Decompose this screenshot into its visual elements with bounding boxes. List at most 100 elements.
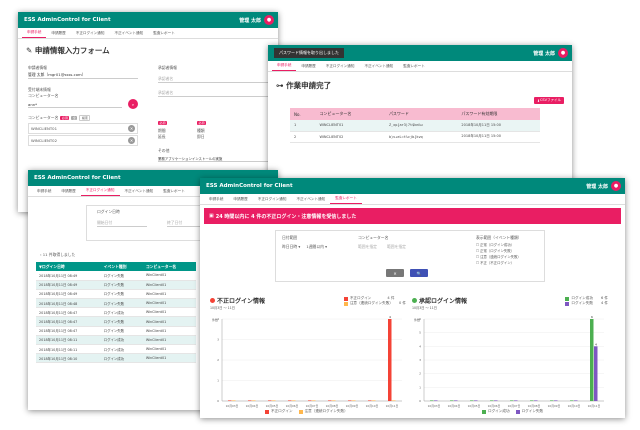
bar <box>372 400 376 401</box>
table-row[interactable]: 2018年10月11日 08:10 ログイン成功 WinClient01 <box>36 353 196 364</box>
period-value[interactable]: 延長 <box>158 134 166 139</box>
pc-from-input[interactable]: 範囲を指定 <box>358 244 377 249</box>
bar <box>554 400 558 401</box>
table-row[interactable]: 2018年10月11日 08:47 ログイン失敗 WinClient01 <box>36 326 196 336</box>
login-table: ▼ログイン日時 イベント種別 コンピューター名 2018年10月11日 08:4… <box>36 262 196 364</box>
table-row[interactable]: 2018年10月11日 08:11 ログイン成功 WinClient01 <box>36 335 196 346</box>
table-row[interactable]: 2018年10月11日 08:48 ログイン失敗 WinClient01 <box>36 298 196 309</box>
table-row[interactable]: 2018年10月11日 08:47 ログイン失敗 WinClient01 <box>36 316 196 327</box>
checkbox-icon[interactable]: ☐ <box>476 255 481 259</box>
kind-value[interactable]: 即日 <box>197 134 205 139</box>
x-tick-label: 10月04日 <box>246 404 259 408</box>
cell: WinClient01 <box>142 280 196 290</box>
cell: WinClient01 <box>142 271 196 281</box>
to-date-input[interactable]: 終了日付 <box>167 219 217 227</box>
bar <box>454 400 458 401</box>
tab-audit[interactable]: 監査レポート <box>403 64 425 68</box>
bar <box>232 400 236 401</box>
remove-icon[interactable]: ✕ <box>128 137 135 144</box>
tab-illegal-event[interactable]: 不正イベント通知 <box>124 189 154 193</box>
tab-illegal-event[interactable]: 不正イベント通知 <box>364 64 394 68</box>
tab-audit[interactable]: 監査レポート <box>153 31 175 35</box>
checkbox-icon[interactable]: ☐ <box>476 261 481 265</box>
clear-button[interactable]: ✕ <box>386 269 404 277</box>
table-row[interactable]: 2018年10月11日 08:11 ログイン成功 WinClient01 <box>36 344 196 355</box>
event-checkbox[interactable]: ☐ 正常（ログイン失敗） <box>476 248 522 253</box>
tab-illegal-login[interactable]: 不正ログイン通知 <box>325 64 355 68</box>
result-count: ‹ 11 件取得しました <box>40 252 76 257</box>
bar <box>368 400 372 401</box>
date-preset-select[interactable]: 昨日日時 ▾ <box>282 244 301 249</box>
required-badge: 必須 <box>197 121 207 125</box>
cell: b)v+eL=t%cjb{kvq <box>384 131 458 143</box>
user-menu[interactable]: 管理 太郎 ● <box>586 181 621 191</box>
tab-illegal-login[interactable]: 不正ログイン通知 <box>257 197 287 201</box>
tab-history[interactable]: 申請履歴 <box>51 31 66 35</box>
y-tick-label: 4 <box>419 344 421 348</box>
password-table: No. コンピューター名 パスワード パスワード有効期限 1 WINCLIENT0… <box>290 108 540 143</box>
avatar-icon[interactable]: ● <box>558 48 568 58</box>
table-row[interactable]: 2018年10月11日 08:49 ログイン失敗 WinClient01 <box>36 280 196 290</box>
col-header[interactable]: コンピューター名 <box>142 262 196 271</box>
tab-illegal-event[interactable]: 不正イベント通知 <box>296 197 326 201</box>
csv-download-button[interactable]: ⬇ CSVファイル <box>534 97 564 104</box>
event-checkbox[interactable]: ☐ 正常（ログイン成功） <box>476 242 522 247</box>
date-range-select[interactable]: 1週間以内 ▾ <box>306 244 328 249</box>
from-date-input[interactable]: 開始日付 <box>97 219 147 227</box>
approver-input[interactable]: 承認者名 <box>158 75 268 83</box>
tab-illegal-event[interactable]: 不正イベント通知 <box>114 31 144 35</box>
approver-input-2[interactable]: 承認者名 <box>158 89 268 97</box>
search-button[interactable]: 🔍 <box>410 269 428 277</box>
tab-illegal-login[interactable]: 不正ログイン通知 <box>80 188 120 196</box>
table-row[interactable]: 2018年10月11日 08:47 ログイン成功 WinClient01 <box>36 307 196 318</box>
selected-pc-1: WINCLIENT01 <box>31 126 57 131</box>
y-tick-label: 0 <box>217 399 219 403</box>
tab-history[interactable]: 申請履歴 <box>301 64 316 68</box>
x-tick-label: 10月10日 <box>568 404 581 408</box>
avatar-icon[interactable]: ● <box>264 15 274 25</box>
search-button[interactable]: 検索 <box>79 115 91 121</box>
tab-apply[interactable]: 申請手続 <box>209 197 224 201</box>
applicant-label: 申請者情報 <box>28 65 47 70</box>
tab-history[interactable]: 申請履歴 <box>233 197 248 201</box>
y-tick-label: 3 <box>217 338 219 342</box>
pc-to-input[interactable]: 範囲を指定 <box>386 244 406 249</box>
table-row[interactable]: 2018年10月11日 08:49 ログイン失敗 WinClient01 <box>36 271 196 281</box>
tab-apply[interactable]: 申請手続 <box>37 189 52 193</box>
bar <box>470 400 474 401</box>
bar <box>530 400 534 401</box>
x-tick-label: 10月04日 <box>448 404 461 408</box>
tab-audit[interactable]: 監査レポート <box>330 196 362 204</box>
bottom-legend: 不正ログイン 注意（連続ログイン失敗） <box>265 409 348 414</box>
user-menu[interactable]: 管理 太郎 ● <box>239 15 274 25</box>
table-row[interactable]: 2018年10月11日 08:49 ログイン失敗 WinClient01 <box>36 289 196 300</box>
bar <box>570 400 574 401</box>
col-header[interactable]: ▼ログイン日時 <box>36 262 101 271</box>
event-checkbox[interactable]: ☐ 注意（連続ログイン失敗） <box>476 254 522 259</box>
checkbox-icon[interactable]: ☐ <box>476 243 481 247</box>
tab-illegal-login[interactable]: 不正ログイン通知 <box>75 31 105 35</box>
other-input[interactable]: 業務アプリケーションインストールの実施 <box>158 154 268 162</box>
remove-icon[interactable]: ✕ <box>128 125 135 132</box>
y-tick-label: 5 <box>419 331 421 335</box>
y-axis-label: 件数 <box>212 317 218 322</box>
tab-history[interactable]: 申請履歴 <box>61 189 76 193</box>
bar <box>594 346 598 401</box>
bar <box>534 400 538 401</box>
cell: 2018年10月11日 08:11 <box>36 344 101 355</box>
col-header[interactable]: イベント種別 <box>100 262 143 271</box>
event-checkbox[interactable]: ☐ 不正（不正ログイン） <box>476 260 522 265</box>
cell: WINCLIENT01 <box>315 120 385 132</box>
user-menu[interactable]: 管理 太郎 ● <box>533 48 568 58</box>
avatar-icon[interactable]: ● <box>611 181 621 191</box>
all-button[interactable]: 全 <box>71 116 78 120</box>
main-tabs: 申請手続 申請履歴 不正ログイン通知 不正イベント通知 監査レポート <box>18 28 278 39</box>
tab-audit[interactable]: 監査レポート <box>163 189 185 193</box>
search-icon[interactable]: ⌕ <box>128 99 138 109</box>
bar <box>268 400 272 401</box>
applicant-field[interactable]: 管理 太郎（mgr01@ssss.com） <box>28 71 138 79</box>
checkbox-icon[interactable]: ☐ <box>476 249 481 253</box>
tab-apply[interactable]: 申請手続 <box>22 30 47 38</box>
tab-apply[interactable]: 申請手続 <box>272 63 297 71</box>
computer-name-input[interactable]: ann* <box>28 100 122 108</box>
